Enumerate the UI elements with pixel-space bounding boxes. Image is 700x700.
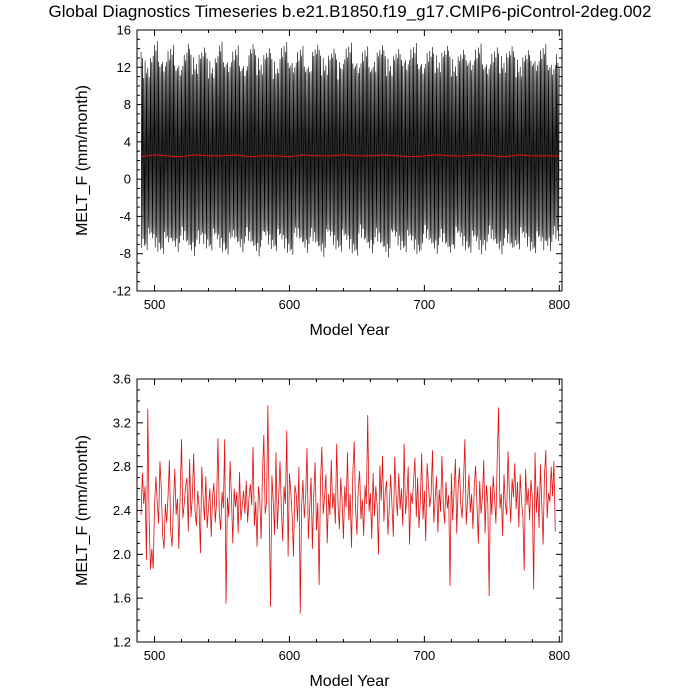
y-tick-label: -8	[119, 246, 131, 261]
x-tick-label: 600	[279, 648, 301, 663]
x-tick-label: 700	[414, 297, 436, 312]
y-tick-label: 1.2	[113, 635, 131, 650]
plot-area	[140, 405, 556, 614]
x-tick-label: 500	[144, 648, 166, 663]
y-tick-label: 16	[117, 23, 131, 38]
x-tick-label: 800	[548, 297, 570, 312]
y-tick-label: -12	[112, 284, 131, 299]
y-tick-label: 4	[124, 134, 131, 149]
y-tick-label: -4	[119, 209, 131, 224]
x-tick-label: 500	[144, 297, 166, 312]
x-tick-label: 600	[279, 297, 301, 312]
series-annual-line	[140, 154, 560, 158]
x-tick-label: 700	[414, 648, 436, 663]
y-tick-label: 2.0	[113, 547, 131, 562]
y-tick-label: 3.2	[113, 415, 131, 430]
y-tick-label: 2.4	[113, 503, 131, 518]
y-tick-label: 8	[124, 97, 131, 112]
y-tick-label: 3.6	[113, 372, 131, 387]
top-panel: 500 600 700 800 -12 -8 -4 0 4 8 12 16 Model Year MELT…	[74, 23, 570, 340]
chart-title: Global Diagnostics Timeseries b.e21.B185…	[49, 2, 652, 21]
y-tick-label: 0	[124, 172, 131, 187]
y-axis-label: MELT_F (mm/month)	[74, 435, 91, 586]
bottom-panel: 500 600 700 800 1.2 1.6 2.0 2.4 2.8 3.2 3.6 Model Y…	[74, 372, 570, 691]
x-axis-label: Model Year	[309, 673, 390, 690]
y-tick-label: 1.6	[113, 591, 131, 606]
series-annual-line	[140, 405, 556, 614]
y-axis-label: MELT_F (mm/month)	[74, 85, 91, 236]
y-tick-label: 2.8	[113, 459, 131, 474]
x-axis-label: Model Year	[309, 322, 390, 339]
y-tick-label: 12	[117, 60, 131, 75]
x-tick-label: 800	[548, 648, 570, 663]
series-monthly-line	[140, 40, 560, 258]
plot-area	[140, 40, 560, 258]
